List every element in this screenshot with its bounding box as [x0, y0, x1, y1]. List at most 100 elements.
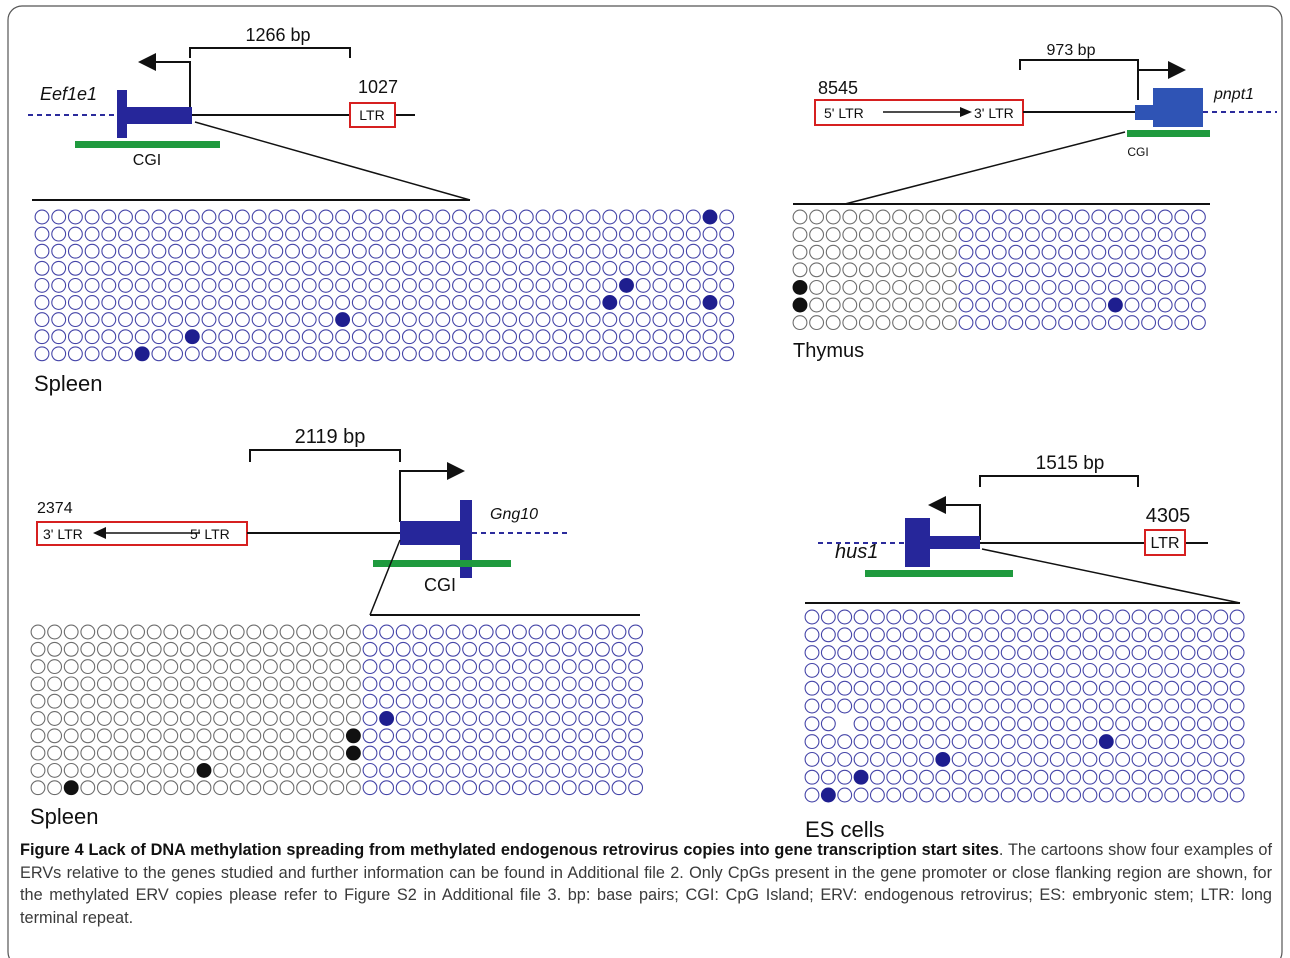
zoom-line [369, 539, 401, 616]
unmethylated-cpg [619, 260, 634, 276]
unmethylated-cpg [268, 277, 284, 293]
unmethylated-cpg [535, 312, 551, 328]
unmethylated-cpg [1017, 645, 1033, 661]
bracket [979, 475, 1139, 487]
unmethylated-cpg [1124, 279, 1140, 295]
unmethylated-cpg [395, 624, 411, 640]
unmethylated-cpg [1131, 680, 1147, 696]
unmethylated-cpg [984, 734, 1000, 750]
unmethylated-cpg [518, 209, 534, 225]
unmethylated-cpg [412, 745, 428, 761]
unmethylated-cpg [1017, 627, 1033, 643]
unmethylated-cpg [234, 312, 250, 328]
unmethylated-cpg [468, 260, 484, 276]
arrowhead [447, 462, 465, 480]
erv-id: 4305 [1146, 505, 1191, 527]
unmethylated-cpg [886, 627, 902, 643]
unmethylated-cpg [1229, 751, 1245, 767]
unmethylated-cpg [234, 346, 250, 362]
unmethylated-cpg [478, 711, 494, 726]
unmethylated-cpg [702, 226, 718, 242]
unmethylated-cpg [213, 676, 229, 692]
unmethylated-cpg [318, 295, 334, 310]
unmethylated-cpg [312, 745, 328, 761]
unmethylated-cpg [925, 209, 941, 225]
unmethylated-cpg [886, 751, 902, 767]
unmethylated-cpg [345, 780, 361, 796]
unmethylated-cpg [118, 329, 133, 345]
unmethylated-cpg [594, 641, 610, 657]
unmethylated-cpg [875, 297, 891, 313]
unmethylated-cpg [385, 346, 401, 362]
unmethylated-cpg [1124, 209, 1140, 225]
gene-name: Eef1e1 [40, 84, 97, 104]
unmethylated-cpg [462, 693, 478, 709]
unmethylated-cpg [875, 209, 891, 225]
unmethylated-cpg [991, 227, 1007, 243]
unmethylated-cpg [628, 624, 644, 640]
unmethylated-cpg [951, 716, 967, 732]
unmethylated-cpg [134, 226, 150, 242]
unmethylated-cpg [1041, 315, 1057, 331]
unmethylated-cpg [184, 312, 200, 328]
unmethylated-cpg [279, 745, 295, 761]
unmethylated-cpg [168, 277, 184, 293]
unmethylated-cpg [669, 226, 685, 242]
unmethylated-cpg [869, 751, 885, 767]
unmethylated-cpg [825, 297, 841, 313]
unmethylated-cpg [578, 676, 594, 692]
unmethylated-cpg [184, 243, 200, 259]
unmethylated-cpg [809, 244, 825, 260]
unmethylated-cpg [908, 297, 924, 313]
unmethylated-cpg [1017, 680, 1033, 696]
unmethylated-cpg [96, 711, 112, 726]
unmethylated-cpg [229, 780, 245, 796]
unmethylated-cpg [1107, 279, 1123, 295]
unmethylated-cpg [80, 745, 96, 761]
unmethylated-cpg [1115, 645, 1131, 661]
unmethylated-cpg [362, 659, 378, 675]
unmethylated-cpg [218, 209, 234, 225]
unmethylated-cpg [401, 243, 417, 259]
unmethylated-cpg [1115, 734, 1131, 750]
tss-arrow [148, 61, 191, 112]
unmethylated-cpg [251, 329, 267, 345]
unmethylated-cpg [908, 279, 924, 295]
unmethylated-cpg [234, 243, 250, 259]
unmethylated-cpg [113, 676, 129, 692]
unmethylated-cpg [535, 277, 551, 293]
unmethylated-cpg [1000, 609, 1016, 625]
unmethylated-cpg [130, 728, 146, 744]
unmethylated-cpg [892, 209, 908, 225]
unmethylated-cpg [335, 260, 351, 276]
unmethylated-cpg [1190, 315, 1206, 331]
unmethylated-cpg [1147, 716, 1163, 732]
unmethylated-cpg [495, 728, 511, 744]
unmethylated-cpg [511, 676, 527, 692]
unmethylated-cpg [1164, 787, 1180, 803]
unmethylated-cpg [362, 780, 378, 796]
unmethylated-cpg [118, 260, 133, 276]
unmethylated-cpg [1131, 716, 1147, 732]
unmethylated-cpg [918, 645, 934, 661]
unmethylated-cpg [279, 676, 295, 692]
unmethylated-cpg [101, 209, 117, 225]
unmethylated-cpg [485, 329, 501, 345]
unmethylated-cpg [385, 243, 401, 259]
unmethylated-cpg [984, 769, 1000, 785]
unmethylated-cpg [628, 676, 644, 692]
unmethylated-cpg [935, 680, 951, 696]
unmethylated-cpg [435, 209, 451, 225]
unmethylated-cpg [975, 279, 991, 295]
unmethylated-cpg [1033, 662, 1049, 678]
unmethylated-cpg [1196, 609, 1212, 625]
unmethylated-cpg [1000, 645, 1016, 661]
unmethylated-cpg [886, 716, 902, 732]
unmethylated-cpg [669, 260, 685, 276]
unmethylated-cpg [1180, 662, 1196, 678]
unmethylated-cpg [130, 624, 146, 640]
unmethylated-cpg [1213, 716, 1229, 732]
unmethylated-cpg [858, 315, 874, 331]
unmethylated-cpg [594, 659, 610, 675]
unmethylated-cpg [246, 762, 262, 778]
